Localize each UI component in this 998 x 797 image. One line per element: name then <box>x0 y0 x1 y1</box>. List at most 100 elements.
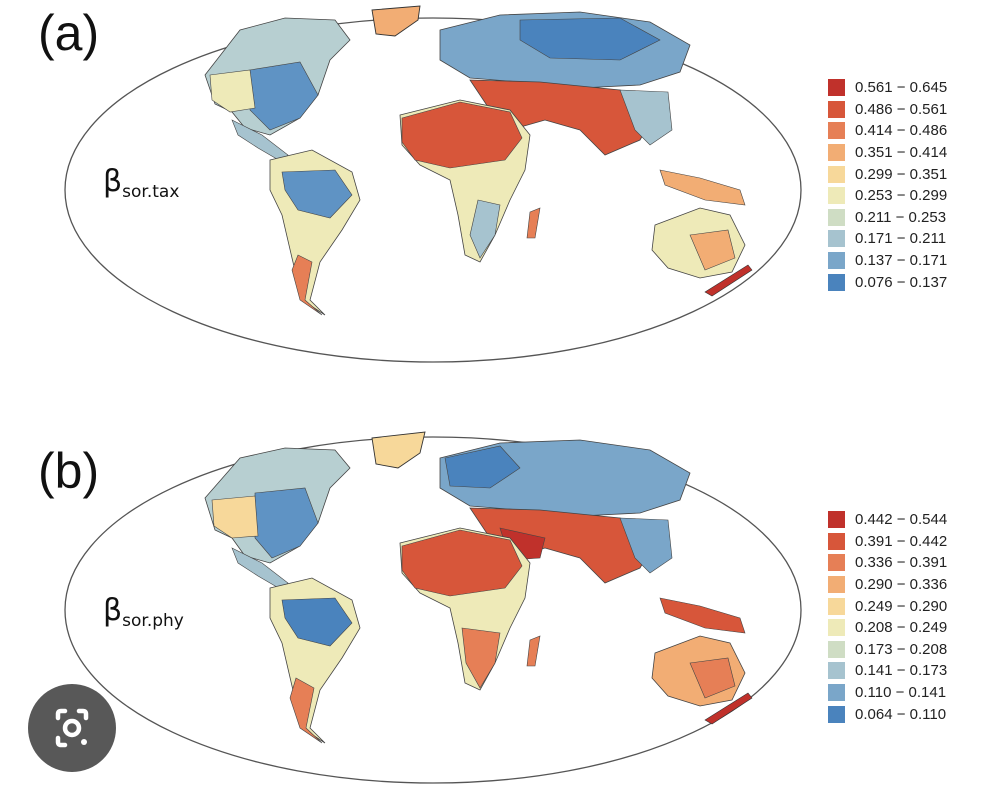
legend-swatch <box>828 165 845 183</box>
legend-item: 0.173 − 0.208 <box>828 639 947 661</box>
legend-item: 0.351 − 0.414 <box>828 142 947 164</box>
legend-label: 0.173 − 0.208 <box>855 640 948 658</box>
map-panel-a: (a) βsor.tax 0.561 − 0.645 0.486 − 0.561 0… <box>0 0 998 398</box>
legend-swatch <box>828 230 845 248</box>
legend-item: 0.249 − 0.290 <box>828 595 947 617</box>
camera-lens-icon <box>55 708 89 748</box>
legend-item: 0.208 − 0.249 <box>828 617 947 639</box>
europe <box>444 445 521 489</box>
legend-swatch <box>828 144 845 162</box>
greenland <box>371 431 426 469</box>
legend-swatch <box>828 554 845 572</box>
legend-label: 0.561 − 0.645 <box>855 79 948 97</box>
legend-label: 0.211 − 0.253 <box>855 208 947 226</box>
legend-item: 0.253 − 0.299 <box>828 185 947 207</box>
metric-label: βsor.tax <box>103 164 179 201</box>
legend-item: 0.442 − 0.544 <box>828 509 947 531</box>
southeast-asia-islands <box>659 169 746 206</box>
legend-label: 0.486 − 0.561 <box>855 100 948 118</box>
legend-item: 0.171 − 0.211 <box>828 228 947 250</box>
australia-east <box>689 657 736 699</box>
north-america-east <box>254 487 319 559</box>
legend-swatch <box>828 187 845 205</box>
legend-label: 0.336 − 0.391 <box>855 554 948 572</box>
metric-subscript: sor.phy <box>122 611 184 631</box>
metric-subscript: sor.tax <box>122 182 180 202</box>
legend-label: 0.110 − 0.141 <box>855 684 947 702</box>
world-map-b <box>64 431 802 784</box>
legend-item: 0.561 − 0.645 <box>828 77 947 99</box>
legend-label: 0.249 − 0.290 <box>855 597 948 615</box>
metric-symbol: β <box>103 593 123 628</box>
legend: 0.561 − 0.645 0.486 − 0.561 0.414 − 0.486 0… <box>828 77 947 293</box>
legend-swatch <box>828 705 845 723</box>
legend-swatch <box>828 684 845 702</box>
legend-label: 0.351 − 0.414 <box>855 144 948 162</box>
legend-label: 0.208 − 0.249 <box>855 619 948 637</box>
legend-swatch <box>828 252 845 270</box>
east-asia <box>619 89 673 146</box>
legend-item: 0.076 − 0.137 <box>828 271 947 293</box>
world-map-a <box>64 5 802 363</box>
australia-east <box>689 229 736 271</box>
map-panel-b: (b) βsor.phy 0.442 − 0.544 0.391 − 0.442 0… <box>0 398 998 797</box>
new-zealand <box>704 264 753 297</box>
legend-swatch <box>828 100 845 118</box>
amazon-basin <box>281 169 353 219</box>
legend-swatch <box>828 122 845 140</box>
panel-label: (b) <box>38 443 100 499</box>
legend-swatch <box>828 640 845 658</box>
legend-item: 0.110 − 0.141 <box>828 682 947 704</box>
legend-swatch <box>828 273 845 291</box>
legend-swatch <box>828 532 845 550</box>
metric-symbol: β <box>103 164 123 199</box>
north-america-west <box>211 495 259 539</box>
legend-item: 0.299 − 0.351 <box>828 163 947 185</box>
panel-label: (a) <box>38 5 100 61</box>
southern-africa <box>469 199 501 259</box>
legend-label: 0.414 − 0.486 <box>855 122 948 140</box>
greenland <box>371 5 421 37</box>
legend-label: 0.290 − 0.336 <box>855 576 948 594</box>
legend-label: 0.076 − 0.137 <box>855 273 948 291</box>
legend-label: 0.299 − 0.351 <box>855 165 948 183</box>
legend-label: 0.064 − 0.110 <box>855 705 947 723</box>
north-america-west <box>209 69 256 113</box>
north-america-east <box>249 61 319 131</box>
legend-label: 0.141 − 0.173 <box>855 662 948 680</box>
east-asia <box>619 517 673 574</box>
legend-item: 0.141 − 0.173 <box>828 660 947 682</box>
legend-swatch <box>828 597 845 615</box>
amazon-basin <box>281 597 353 647</box>
legend-label: 0.171 − 0.211 <box>855 230 947 248</box>
legend-swatch <box>828 662 845 680</box>
siberia <box>519 17 661 61</box>
legend-label: 0.442 − 0.544 <box>855 511 948 529</box>
legend-swatch <box>828 208 845 226</box>
lens-search-button[interactable] <box>28 684 116 772</box>
metric-label: βsor.phy <box>103 593 184 630</box>
madagascar <box>526 635 541 667</box>
legend-item: 0.336 − 0.391 <box>828 552 947 574</box>
legend-swatch <box>828 619 845 637</box>
legend-item: 0.211 − 0.253 <box>828 207 947 229</box>
sahara <box>401 101 523 169</box>
sahara <box>401 529 523 597</box>
patagonia <box>291 254 323 316</box>
legend-item: 0.391 − 0.442 <box>828 531 947 553</box>
legend: 0.442 − 0.544 0.391 − 0.442 0.336 − 0.391 0… <box>828 509 947 725</box>
southeast-asia-islands <box>659 597 746 634</box>
southern-africa <box>461 627 501 689</box>
patagonia <box>289 677 323 744</box>
legend-item: 0.137 − 0.171 <box>828 250 947 272</box>
legend-label: 0.137 − 0.171 <box>855 252 948 270</box>
legend-item: 0.290 − 0.336 <box>828 574 947 596</box>
madagascar <box>526 207 541 239</box>
new-zealand <box>704 692 753 725</box>
legend-swatch <box>828 576 845 594</box>
legend-item: 0.064 − 0.110 <box>828 703 947 725</box>
legend-swatch <box>828 79 845 97</box>
legend-item: 0.414 − 0.486 <box>828 120 947 142</box>
legend-item: 0.486 − 0.561 <box>828 99 947 121</box>
legend-swatch <box>828 511 845 529</box>
